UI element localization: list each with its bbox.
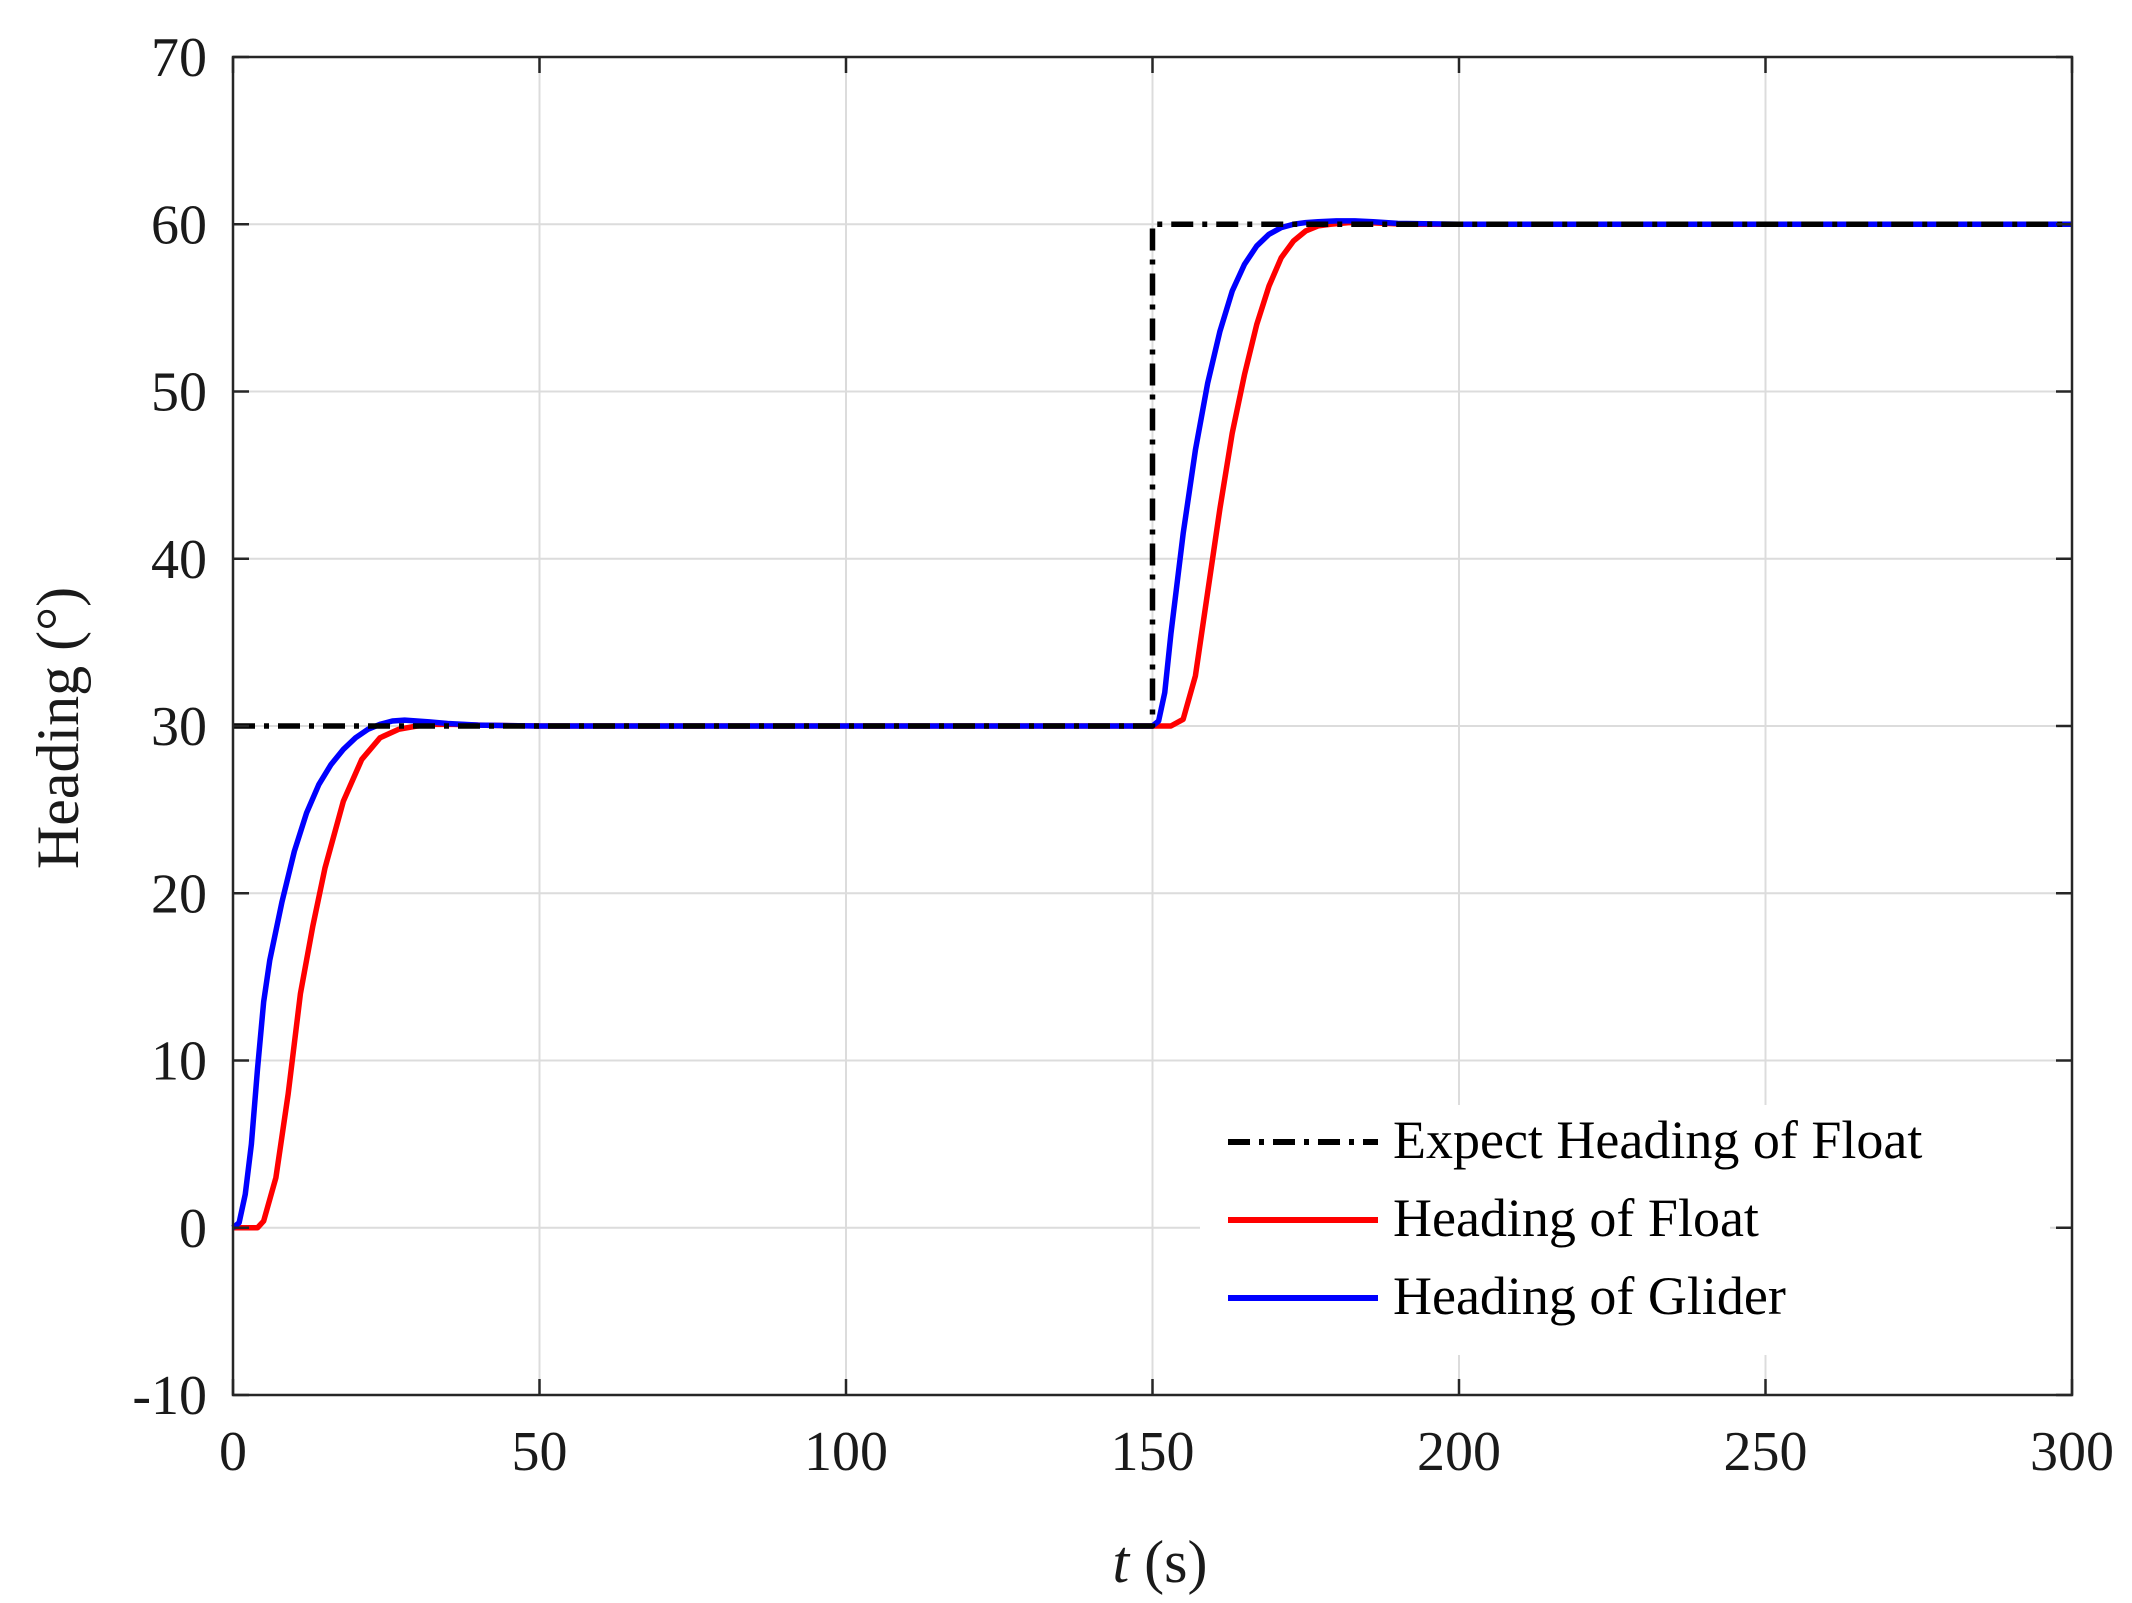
y-tick-label: 40 [151,529,207,591]
x-axis-label: t (s) [1113,1529,1208,1595]
y-tick-label: -10 [132,1365,207,1427]
x-tick-label: 150 [1111,1421,1195,1483]
x-tick-label: 300 [2030,1421,2114,1483]
y-tick-label: 70 [151,27,207,89]
y-tick-label: 20 [151,863,207,925]
x-tick-label: 100 [804,1421,888,1483]
x-tick-label: 200 [1417,1421,1501,1483]
y-axis-label: Heading (°) [25,587,91,869]
x-tick-label: 50 [512,1421,568,1483]
legend-label-1: Expect Heading of Float [1393,1110,1922,1170]
y-tick-label: 50 [151,362,207,424]
x-tick-label: 250 [1724,1421,1808,1483]
y-tick-label: 60 [151,194,207,256]
legend-box [1200,1105,2050,1355]
y-tick-label: 0 [179,1198,207,1260]
y-tick-label: 10 [151,1031,207,1093]
axes [231,55,2074,1397]
legend: Expect Heading of Float Heading of Float H… [1200,1105,2050,1355]
legend-label-2: Heading of Float [1393,1188,1759,1248]
series-lines [231,218,2072,1231]
legend-label-3: Heading of Glider [1393,1266,1786,1326]
x-tick-label: 0 [219,1421,247,1483]
y-tick-label: 30 [151,696,207,758]
plot-frame [231,55,2074,1397]
series-line-1 [233,221,2072,729]
